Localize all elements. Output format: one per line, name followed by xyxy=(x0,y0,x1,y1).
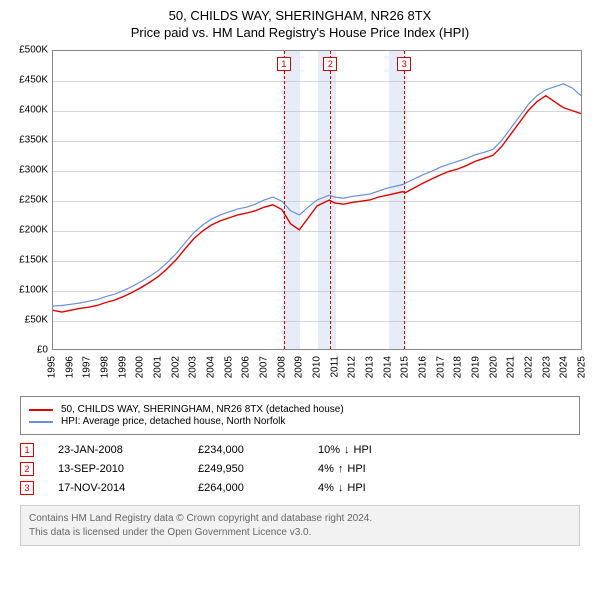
event-vline xyxy=(404,51,405,349)
y-tick-label: £50K xyxy=(25,315,48,326)
x-tick-label: 2008 xyxy=(276,356,287,378)
event-date: 23-JAN-2008 xyxy=(58,444,198,456)
event-vline xyxy=(330,51,331,349)
event-delta-pct: 4% xyxy=(318,482,334,494)
series-line xyxy=(53,84,581,306)
y-tick-label: £0 xyxy=(37,345,48,356)
arrow-down-icon: ↓ xyxy=(344,444,350,456)
x-tick-label: 2024 xyxy=(559,356,570,378)
x-tick-label: 1996 xyxy=(64,356,75,378)
x-tick-label: 2004 xyxy=(206,356,217,378)
event-row: 2 13-SEP-2010 £249,950 4% ↑ HPI xyxy=(20,462,580,476)
event-delta-vs: HPI xyxy=(354,444,372,456)
x-tick-label: 1997 xyxy=(82,356,93,378)
event-price: £234,000 xyxy=(198,444,318,456)
event-price: £264,000 xyxy=(198,482,318,494)
y-tick-label: £400K xyxy=(19,105,48,116)
y-tick-label: £350K xyxy=(19,135,48,146)
footer-attribution: Contains HM Land Registry data © Crown c… xyxy=(20,505,580,546)
event-delta: 4% ↑ HPI xyxy=(318,463,366,475)
y-tick-label: £200K xyxy=(19,225,48,236)
event-delta: 10% ↓ HPI xyxy=(318,444,372,456)
x-tick-label: 2021 xyxy=(506,356,517,378)
x-tick-label: 2019 xyxy=(471,356,482,378)
events-table: 1 23-JAN-2008 £234,000 10% ↓ HPI 2 13-SE… xyxy=(20,443,580,495)
plot-area: 1 2 3 xyxy=(52,50,582,350)
legend-swatch xyxy=(29,421,53,423)
y-tick-label: £300K xyxy=(19,165,48,176)
event-marker-icon: 3 xyxy=(20,481,34,495)
x-tick-label: 2017 xyxy=(435,356,446,378)
y-axis-labels: £0£50K£100K£150K£200K£250K£300K£350K£400… xyxy=(10,50,52,350)
y-tick-label: £250K xyxy=(19,195,48,206)
event-marker-icon: 2 xyxy=(20,462,34,476)
x-tick-label: 2023 xyxy=(541,356,552,378)
legend-label: 50, CHILDS WAY, SHERINGHAM, NR26 8TX (de… xyxy=(61,404,344,415)
x-tick-label: 2005 xyxy=(223,356,234,378)
chart-container: 50, CHILDS WAY, SHERINGHAM, NR26 8TX Pri… xyxy=(0,0,600,556)
x-tick-label: 2015 xyxy=(400,356,411,378)
x-tick-label: 2014 xyxy=(382,356,393,378)
y-tick-label: £100K xyxy=(19,285,48,296)
event-date: 13-SEP-2010 xyxy=(58,463,198,475)
y-tick-label: £500K xyxy=(19,45,48,56)
event-marker-icon: 2 xyxy=(323,57,337,71)
event-delta-pct: 10% xyxy=(318,444,340,456)
x-tick-label: 2012 xyxy=(347,356,358,378)
x-tick-label: 2016 xyxy=(418,356,429,378)
x-tick-label: 2006 xyxy=(241,356,252,378)
x-tick-label: 2011 xyxy=(329,356,340,378)
event-delta-pct: 4% xyxy=(318,463,334,475)
event-delta-vs: HPI xyxy=(347,482,365,494)
legend: 50, CHILDS WAY, SHERINGHAM, NR26 8TX (de… xyxy=(20,396,580,435)
event-vline xyxy=(284,51,285,349)
footer-line: This data is licensed under the Open Gov… xyxy=(29,526,571,540)
x-tick-label: 1999 xyxy=(117,356,128,378)
event-delta-vs: HPI xyxy=(347,463,365,475)
y-tick-label: £450K xyxy=(19,75,48,86)
event-delta: 4% ↓ HPI xyxy=(318,482,366,494)
footer-line: Contains HM Land Registry data © Crown c… xyxy=(29,512,571,526)
x-tick-label: 2020 xyxy=(488,356,499,378)
x-tick-label: 2025 xyxy=(577,356,588,378)
x-tick-label: 2003 xyxy=(188,356,199,378)
event-date: 17-NOV-2014 xyxy=(58,482,198,494)
y-tick-label: £150K xyxy=(19,255,48,266)
arrow-up-icon: ↑ xyxy=(338,463,344,475)
chart-title-line1: 50, CHILDS WAY, SHERINGHAM, NR26 8TX xyxy=(10,8,590,23)
x-tick-label: 2000 xyxy=(135,356,146,378)
x-tick-label: 2022 xyxy=(524,356,535,378)
event-marker-icon: 3 xyxy=(397,57,411,71)
legend-item: HPI: Average price, detached house, Nort… xyxy=(29,416,571,427)
arrow-down-icon: ↓ xyxy=(338,482,344,494)
event-marker-icon: 1 xyxy=(20,443,34,457)
event-marker-icon: 1 xyxy=(277,57,291,71)
legend-label: HPI: Average price, detached house, Nort… xyxy=(61,416,285,427)
x-tick-label: 2002 xyxy=(170,356,181,378)
x-tick-label: 2018 xyxy=(453,356,464,378)
legend-item: 50, CHILDS WAY, SHERINGHAM, NR26 8TX (de… xyxy=(29,404,571,415)
x-tick-label: 2007 xyxy=(259,356,270,378)
series-svg xyxy=(53,51,581,349)
event-row: 3 17-NOV-2014 £264,000 4% ↓ HPI xyxy=(20,481,580,495)
chart-title-line2: Price paid vs. HM Land Registry's House … xyxy=(10,25,590,40)
x-axis-labels: 1995199619971998199920002001200220032004… xyxy=(52,352,582,392)
event-price: £249,950 xyxy=(198,463,318,475)
legend-swatch xyxy=(29,409,53,411)
x-tick-label: 1998 xyxy=(100,356,111,378)
plot-region: £0 £50K £100K £150K £200K £250K £300K £350K £400… xyxy=(10,50,590,390)
series-line xyxy=(53,96,581,312)
x-tick-label: 2010 xyxy=(312,356,323,378)
event-row: 1 23-JAN-2008 £234,000 10% ↓ HPI xyxy=(20,443,580,457)
x-tick-label: 2009 xyxy=(294,356,305,378)
x-tick-label: 1995 xyxy=(47,356,58,378)
x-tick-label: 2013 xyxy=(365,356,376,378)
x-tick-label: 2001 xyxy=(153,356,164,378)
